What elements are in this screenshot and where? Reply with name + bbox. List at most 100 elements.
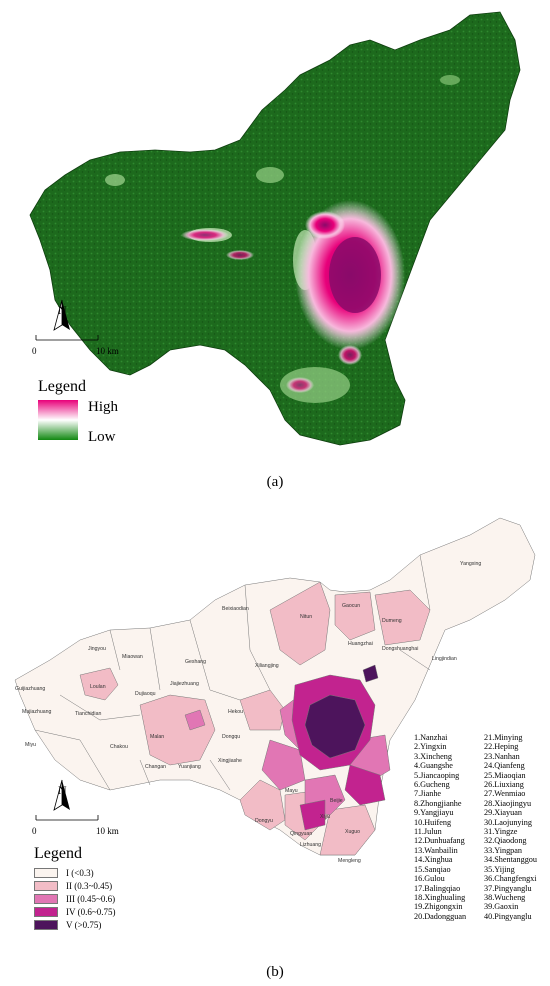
legend-swatch	[34, 868, 58, 878]
list-item: 13.Wanbailin	[414, 845, 458, 855]
class-legend: I (<0.3) II (0.3~0.45) III (0.45~0.6) IV…	[34, 868, 174, 948]
region-class-3	[184, 709, 206, 731]
town-label: Xuguo	[345, 829, 360, 835]
town-label: Nitun	[300, 614, 312, 620]
town-label: Malan	[150, 734, 164, 740]
list-item: 37.Pingyanglu	[484, 883, 532, 893]
town-label: Dongyu	[255, 818, 273, 824]
legend-item: III (0.45~0.6)	[34, 894, 115, 904]
caption-a: (a)	[266, 474, 284, 490]
legend-swatch	[34, 894, 58, 904]
region-class-2	[269, 581, 331, 666]
heat-map-svg	[29, 11, 521, 446]
town-label: Yangxing	[460, 561, 481, 567]
list-item: 18.Xinghualing	[414, 892, 466, 902]
list-item: 15.Sanqiao	[414, 864, 451, 874]
legend-item-label: V (>0.75)	[66, 920, 102, 930]
scale-bar	[35, 335, 99, 341]
town-label: Miaowan	[122, 654, 143, 660]
region-class-2	[334, 591, 376, 641]
scale-bar	[35, 815, 99, 821]
region-class-2	[374, 589, 431, 646]
legend-item: V (>0.75)	[34, 920, 101, 930]
town-label: Yuanjiang	[178, 764, 201, 770]
north-arrow-icon	[53, 299, 70, 331]
legend-title: Legend	[34, 845, 82, 862]
town-label: Miyu	[25, 742, 36, 748]
list-item: 31.Yingze	[484, 827, 518, 837]
town-labels: Yangxing Dumeng Gaocun Nitun Beixiaodian…	[15, 561, 481, 864]
legend-item-label: I (<0.3)	[66, 868, 94, 878]
list-item: 4.Guangshe	[414, 761, 453, 771]
north-label: N	[58, 783, 67, 797]
town-label: Lingjindian	[432, 656, 457, 662]
list-item: 26.Liuxiang	[484, 780, 524, 790]
list-item: 14.Xinghua	[414, 855, 453, 865]
list-item: 19.Zhigongxin	[414, 902, 463, 912]
list-item: 35.Yijing	[484, 864, 515, 874]
choropleth-svg: Yangxing Dumeng Gaocun Nitun Beixiaodian…	[14, 517, 536, 864]
caption-b: (b)	[266, 964, 284, 980]
list-item: 1.Nanzhai	[414, 733, 448, 742]
town-label: Hekou	[228, 709, 243, 715]
list-item: 24.Qianfeng	[484, 761, 525, 771]
legend-gradient-bar	[38, 400, 78, 440]
legend-item-label: IV (0.6~0.75)	[66, 907, 116, 917]
list-item: 17.Balingqiao	[414, 883, 461, 893]
numbered-list-col2: 21.Minying 22.Heping 23.Nanhan 24.Qianfe…	[484, 733, 537, 921]
town-label: Beixiaodian	[222, 606, 249, 612]
list-item: 2.Yingxin	[414, 742, 447, 752]
list-item: 34.Shentanggou	[484, 855, 537, 865]
town-label: Jiajiezhuang	[170, 681, 199, 687]
list-item: 30.Laojunying	[484, 817, 532, 827]
town-label: Mengleng	[338, 858, 361, 864]
region-class-4	[299, 799, 326, 831]
region-class-5	[304, 694, 366, 759]
town-label: Xiliangjing	[255, 663, 279, 669]
list-item: 6.Gucheng	[414, 780, 450, 790]
legend-low-label: Low	[88, 429, 116, 445]
list-item: 36.Changfengxi	[484, 874, 537, 884]
list-item: 38.Wucheng	[484, 892, 526, 902]
region-class-2	[319, 804, 376, 856]
scale-start-label: 0	[32, 826, 37, 836]
scale-end-label: 10 km	[96, 826, 119, 836]
list-item: 40.Pingyanglu	[484, 911, 532, 921]
legend-swatch	[34, 907, 58, 917]
legend-high-label: High	[88, 399, 118, 415]
town-label: Qingyuan	[290, 831, 312, 837]
legend-swatch	[34, 920, 58, 930]
list-item: 20.Dadongguan	[414, 911, 467, 921]
list-item: 8.Zhongjianhe	[414, 798, 462, 808]
list-item: 16.Gulou	[414, 874, 445, 884]
list-item: 27.Wenmiao	[484, 789, 526, 799]
region-outline	[29, 11, 521, 446]
town-label: Gaocun	[342, 603, 360, 609]
list-item: 3.Xincheng	[414, 751, 452, 761]
numbered-list-col1: 1.Nanzhai 2.Yingxin 3.Xincheng 4.Guangsh…	[414, 733, 466, 921]
list-item: 5.Jiancaoping	[414, 770, 460, 780]
town-label: Xiyu	[320, 814, 330, 820]
list-item: 10.Huifeng	[414, 817, 452, 827]
town-label: Dongshuanghai	[382, 646, 418, 652]
legend-item: II (0.3~0.45)	[34, 881, 112, 891]
town-label: Dujiaoqu	[135, 691, 156, 697]
list-item: 9.Yangjiayu	[414, 808, 454, 818]
region-class-5	[362, 664, 379, 683]
list-item: 23.Nanhan	[484, 751, 520, 761]
legend-swatch	[34, 881, 58, 891]
high-intensity-area	[181, 200, 405, 393]
region-class-3	[261, 739, 306, 791]
scale-start-label: 0	[32, 346, 37, 356]
list-item: 25.Miaoqian	[484, 770, 526, 780]
list-item: 33.Yingpan	[484, 845, 522, 855]
town-label: Chakou	[110, 744, 128, 750]
town-label: Mayu	[285, 788, 298, 794]
legend-item: I (<0.3)	[34, 868, 94, 878]
town-label: Jingyou	[88, 646, 106, 652]
list-item: 29.Xiayuan	[484, 808, 522, 818]
town-label: Beijie	[330, 798, 343, 804]
town-label: Huangzhai	[348, 641, 373, 647]
list-item: 11.Julun	[414, 827, 442, 837]
list-item: 32.Qiaodong	[484, 836, 527, 846]
